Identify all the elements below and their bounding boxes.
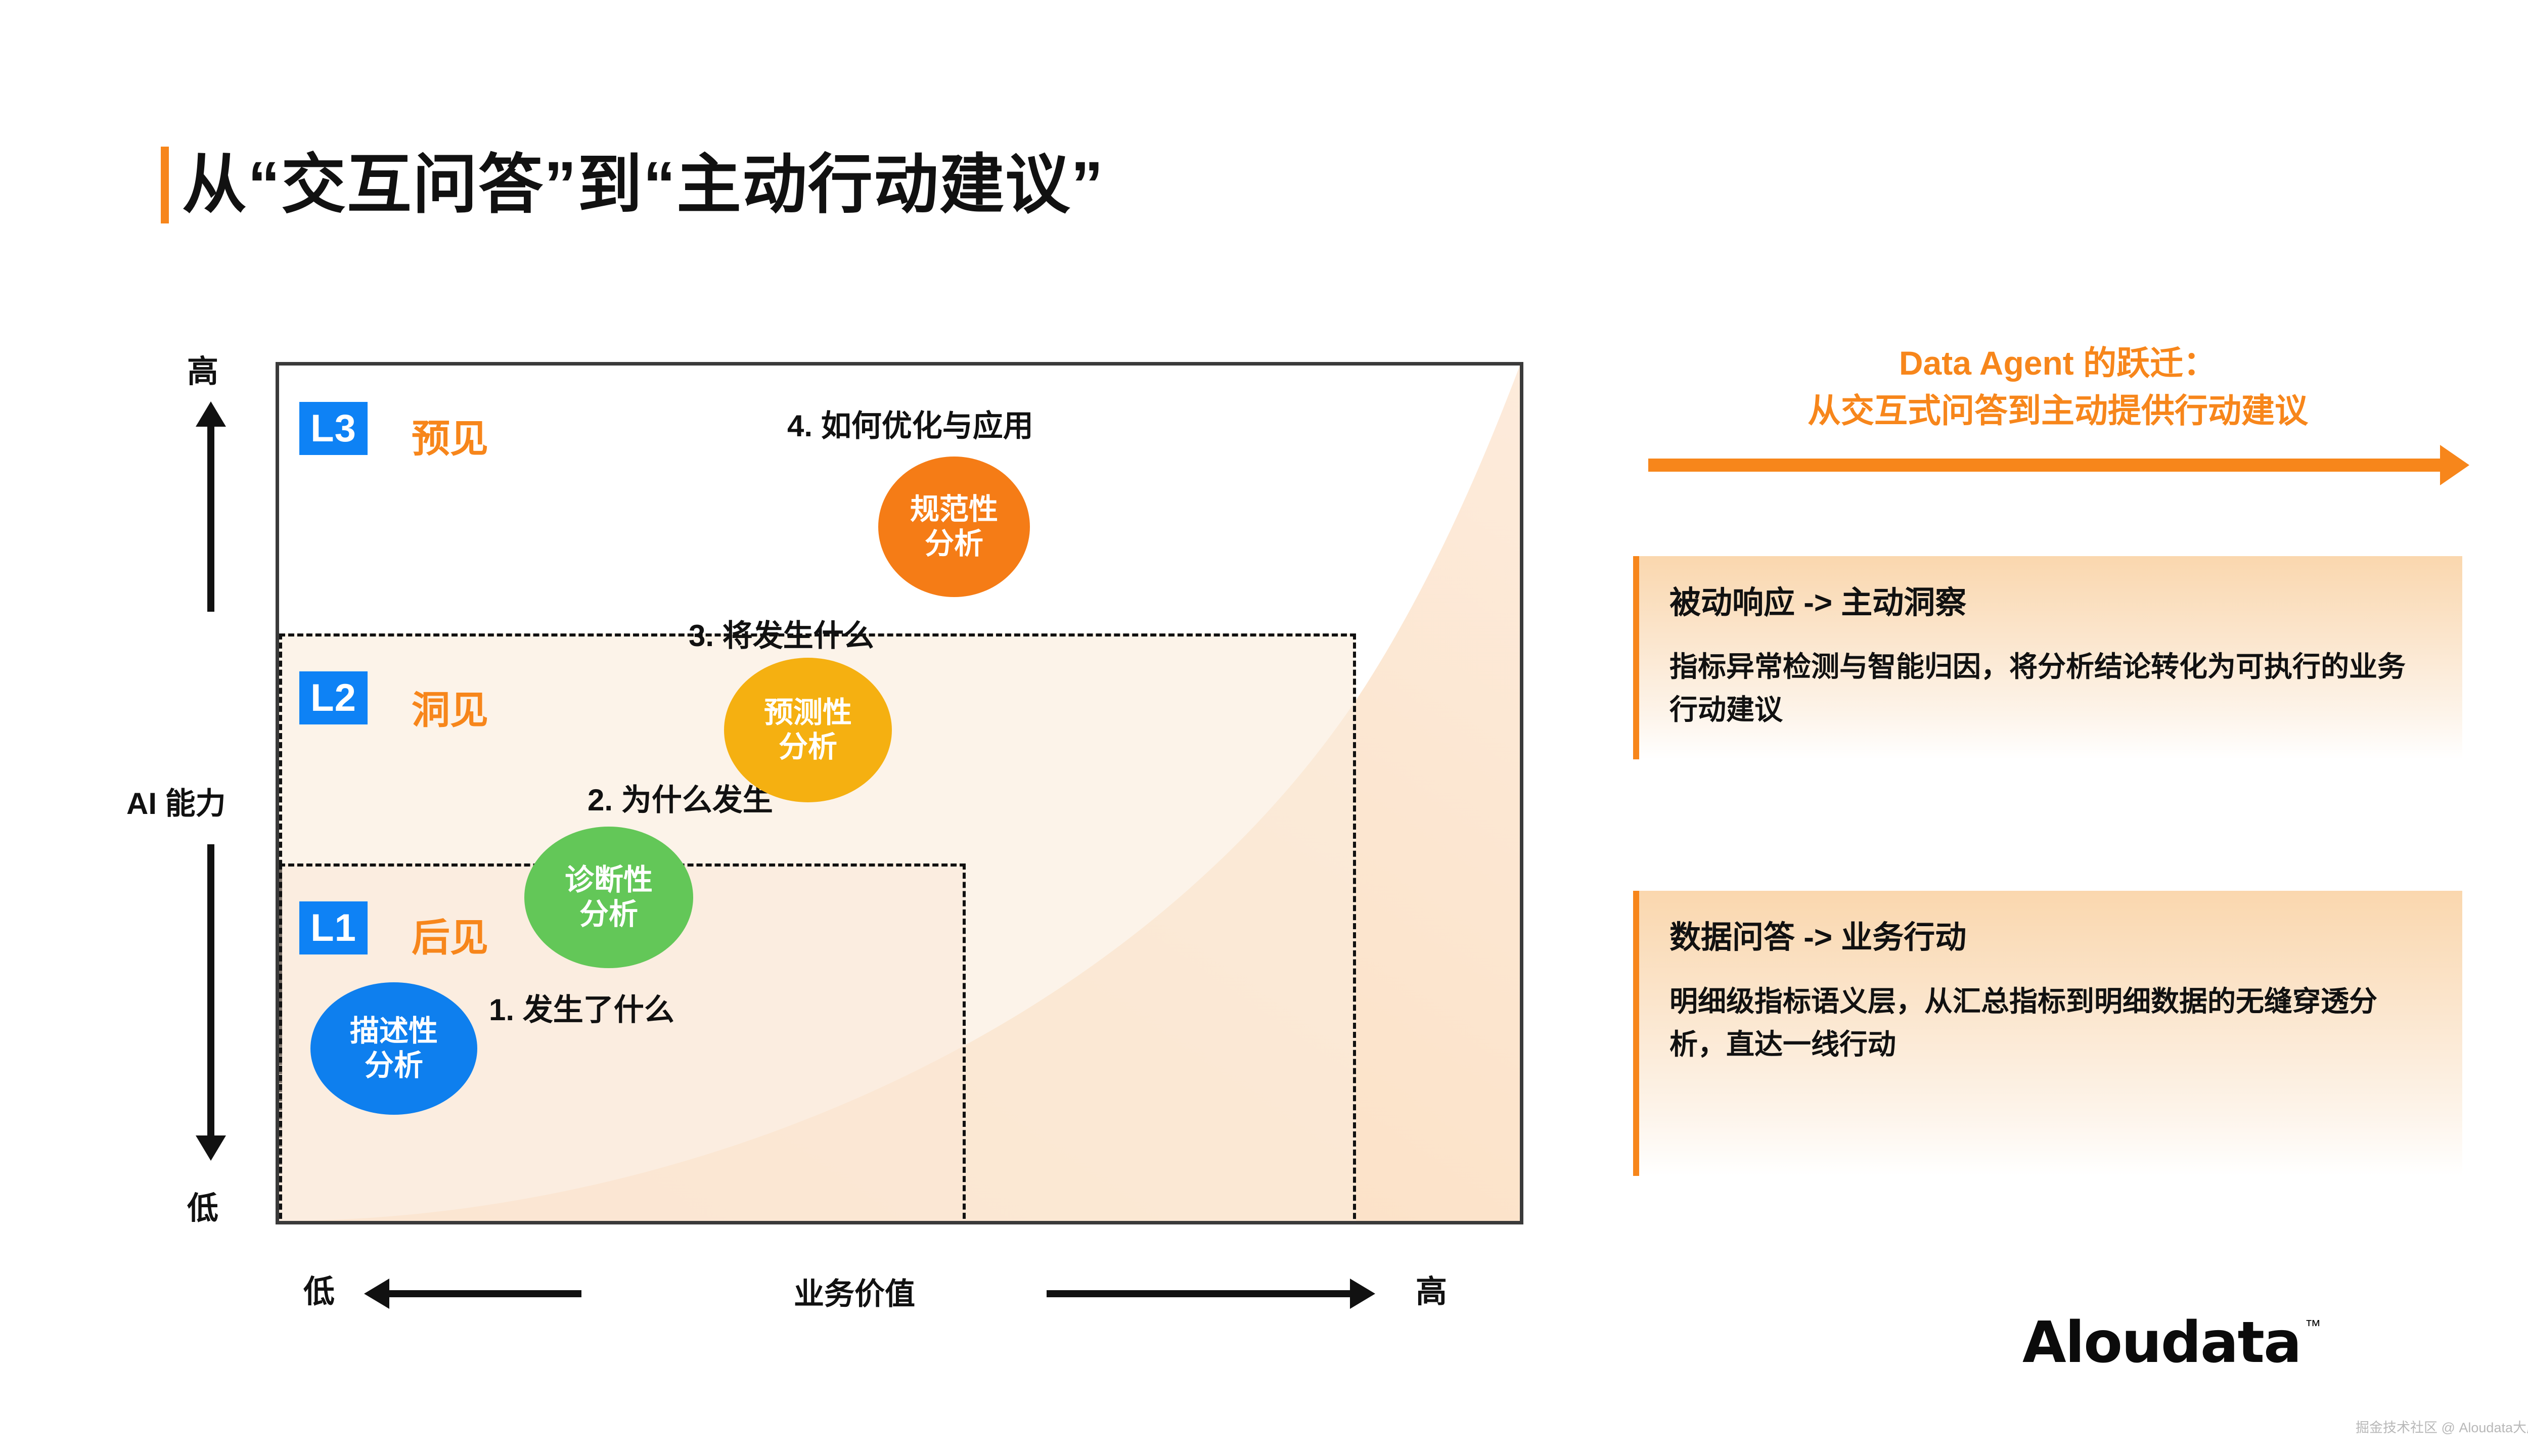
- bubble-prescriptive-line2: 分析: [924, 527, 983, 560]
- right-panel-heading: Data Agent 的跃迁： 从交互式问答到主动提供行动建议: [1633, 340, 2482, 434]
- question-label-3: 3. 将发生什么: [689, 619, 874, 653]
- bubble-prescriptive-line1: 规范性: [910, 492, 998, 526]
- question-label-1: 1. 发生了什么: [489, 993, 674, 1027]
- bubble-prescriptive-analysis[interactable]: 规范性 分析: [878, 457, 1030, 597]
- bubble-diagnostic-analysis[interactable]: 诊断性 分析: [524, 827, 693, 968]
- level-badge-l1: L1: [299, 901, 368, 954]
- bubble-descriptive-line2: 分析: [364, 1049, 423, 1082]
- info-card-1-title: 被动响应 -> 主动洞察: [1669, 585, 1967, 620]
- question-label-2: 2. 为什么发生: [588, 783, 773, 817]
- info-card-proactive-insight[interactable]: 被动响应 -> 主动洞察 指标异常检测与智能归因，将分析结论转化为可执行的业务行…: [1633, 556, 2462, 759]
- bubble-descriptive-analysis[interactable]: 描述性 分析: [310, 982, 477, 1115]
- page-title-text: 从“交互问答”到“主动行动建议”: [182, 149, 1105, 221]
- x-axis-high-label: 高: [1416, 1275, 1448, 1309]
- bubble-predictive-analysis[interactable]: 预测性 分析: [724, 658, 892, 802]
- y-axis-low-label: 低: [187, 1191, 219, 1226]
- x-axis-title: 业务价值: [794, 1277, 915, 1311]
- level-badge-l3: L3: [299, 402, 368, 455]
- info-card-1-body: 指标异常检测与智能归因，将分析结论转化为可执行的业务行动建议: [1669, 651, 2406, 726]
- progression-arrow-icon: [1648, 445, 2469, 486]
- watermark: 掘金技术社区 @ Aloudata大应科技: [2355, 1420, 2528, 1435]
- chart-frame: L3 预见 L2 洞见 L1 后见 4. 如何优化与应用 3. 将发生什么 2.…: [276, 362, 1523, 1224]
- x-axis-left-arrow-icon: [364, 1279, 581, 1309]
- info-card-business-action[interactable]: 数据问答 -> 业务行动 明细级指标语义层，从汇总指标到明细数据的无缝穿透分析，…: [1633, 891, 2462, 1176]
- y-axis-down-arrow-icon: [196, 844, 226, 1161]
- level-tag-l1: 后见: [412, 917, 488, 960]
- bubble-predictive-line2: 分析: [778, 731, 837, 763]
- right-panel-heading-line2: 从交互式问答到主动提供行动建议: [1808, 391, 2308, 429]
- x-axis-low-label: 低: [303, 1275, 335, 1309]
- y-axis-title: AI 能力: [126, 787, 226, 821]
- aloudata-logo-text: Aloudata: [2022, 1310, 2302, 1376]
- bubble-diagnostic-line2: 分析: [579, 898, 638, 931]
- info-card-2-title: 数据问答 -> 业务行动: [1669, 920, 1967, 955]
- page-title: 从“交互问答”到“主动行动建议”: [161, 147, 1104, 223]
- right-panel: Data Agent 的跃迁： 从交互式问答到主动提供行动建议: [1633, 340, 2482, 486]
- info-card-2-body: 明细级指标语义层，从汇总指标到明细数据的无缝穿透分析，直达一线行动: [1669, 985, 2377, 1061]
- right-panel-heading-line1: Data Agent 的跃迁：: [1899, 344, 2217, 382]
- bubble-predictive-line1: 预测性: [763, 696, 852, 729]
- bubble-diagnostic-line1: 诊断性: [564, 863, 653, 896]
- level-badge-l2: L2: [299, 671, 368, 724]
- maturity-matrix-chart: L3 预见 L2 洞见 L1 后见 4. 如何优化与应用 3. 将发生什么 2.…: [276, 362, 1523, 1224]
- y-axis-up-arrow-icon: [196, 401, 226, 612]
- level-tag-l2: 洞见: [412, 689, 488, 732]
- title-accent-bar: [161, 147, 169, 223]
- trademark-icon: ™: [2305, 1316, 2321, 1335]
- level-tag-l3: 预见: [412, 418, 488, 461]
- question-label-4: 4. 如何优化与应用: [787, 409, 1033, 443]
- aloudata-logo: Aloudata ™: [2022, 1314, 2321, 1371]
- x-axis-right-arrow-icon: [1047, 1279, 1375, 1309]
- bubble-descriptive-line1: 描述性: [349, 1014, 438, 1048]
- y-axis-high-label: 高: [187, 354, 219, 389]
